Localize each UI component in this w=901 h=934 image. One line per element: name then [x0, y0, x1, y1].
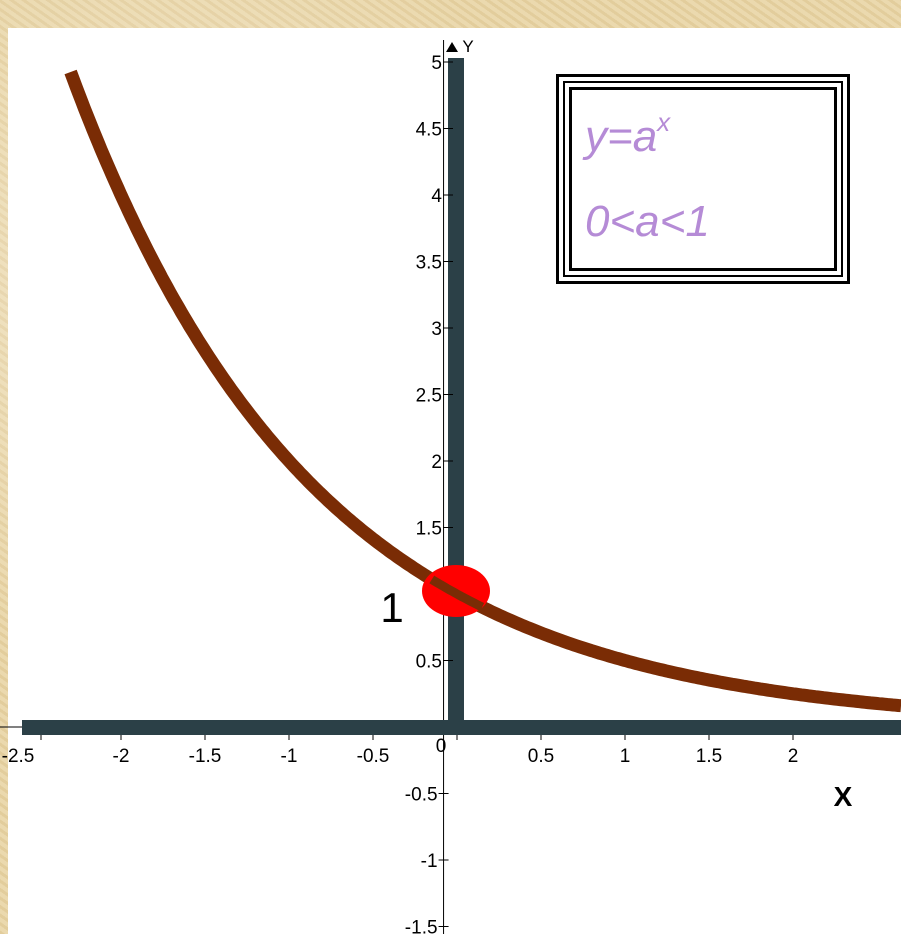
y-axis-label: Y: [462, 37, 473, 56]
x-tick-label: 2: [788, 746, 799, 767]
x-tick-label: -1: [281, 746, 298, 767]
axes: [0, 40, 901, 934]
y-tick-label: 4: [431, 186, 442, 207]
y-tick-label: 1.5: [416, 519, 442, 540]
x-tick-label: -2: [113, 746, 130, 767]
y-tick-label: 0.5: [416, 652, 442, 673]
formula-exponent: x: [657, 107, 671, 137]
y-tick-label: -0.5: [405, 785, 438, 806]
intercept-label: 1: [380, 584, 403, 631]
y-tick-label: -1: [421, 851, 438, 872]
marker-layer: 1: [380, 565, 490, 631]
y-tick-label: -1.5: [405, 918, 438, 934]
formula-equation: y=ax: [585, 107, 670, 162]
formula-legend-box: y=ax 0<a<1: [556, 74, 850, 284]
x-axis-label: X: [834, 781, 853, 812]
x-tick-label: 1: [620, 746, 631, 767]
exponential-curve: [64, 69, 901, 713]
y-tick-label: 4.5: [416, 120, 442, 141]
x-tick-label: -0.5: [357, 746, 390, 767]
curve-over-marker: [429, 575, 485, 612]
y-axis-arrow: [446, 42, 458, 52]
x-tick-label: 0.5: [528, 746, 554, 767]
x-axis-bar: [22, 720, 901, 735]
y-tick-label: 5: [431, 53, 442, 74]
formula-condition: 0<a<1: [585, 197, 710, 246]
x-tick-label: 0: [436, 736, 447, 757]
x-tick-label: -1.5: [189, 746, 222, 767]
y-tick-label: 2: [431, 452, 442, 473]
y-tick-label: 3: [431, 319, 442, 340]
formula-base: y=a: [585, 112, 658, 161]
x-tick-label: -2.5: [2, 746, 35, 767]
x-tick-label: 1.5: [696, 746, 722, 767]
curve-layer: [64, 69, 901, 713]
y-axis-bar: [448, 58, 464, 726]
y-tick-label: 2.5: [416, 386, 442, 407]
y-tick-label: 3.5: [416, 253, 442, 274]
